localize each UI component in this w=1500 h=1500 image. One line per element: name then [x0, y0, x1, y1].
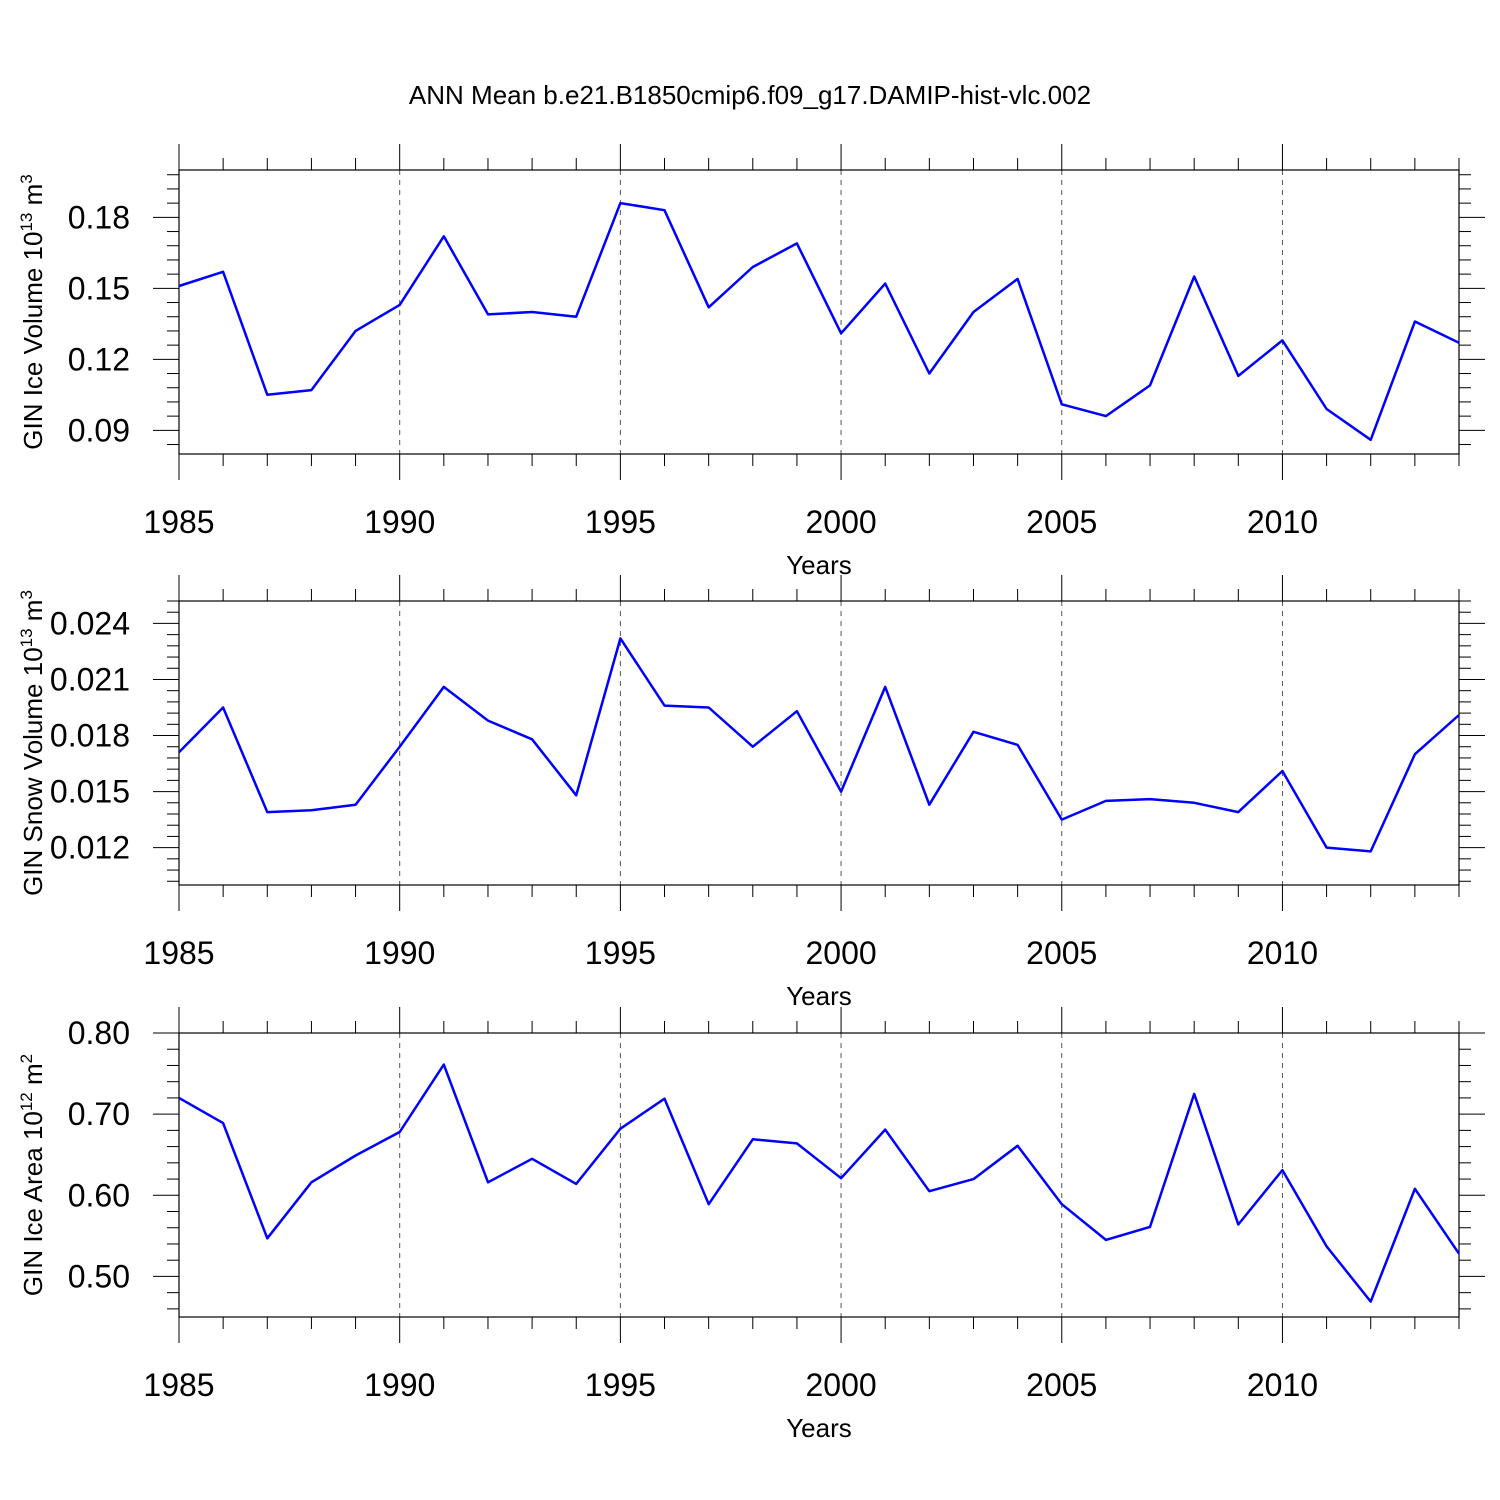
series-line — [178, 1063, 1461, 1303]
y-tick-label: 0.012 — [50, 830, 130, 866]
x-tick-label: 2000 — [805, 935, 876, 971]
y-tick-label: 0.024 — [50, 605, 130, 641]
x-tick-label: 1990 — [364, 935, 435, 971]
y-axis-label: GIN Ice Area 1012 m2 — [17, 1054, 48, 1296]
x-tick-label: 1995 — [585, 935, 656, 971]
series-line — [178, 201, 1460, 442]
panel-1: 0.09 0.12 0.15 0.18 1985 1990 1995 2000 2005 2010… — [17, 144, 1485, 580]
y-tick-label: 0.70 — [68, 1096, 130, 1132]
panel-2: 0.012 0.015 0.018 0.021 0.024 1985 1990 1995 200… — [17, 575, 1485, 1011]
x-tick-label: 1985 — [143, 504, 214, 540]
x-axis-label: Years — [786, 550, 852, 580]
x-tick-label: 2010 — [1247, 1367, 1318, 1403]
x-tick-label: 2000 — [805, 504, 876, 540]
x-tick-label: 1990 — [364, 1367, 435, 1403]
x-tick-label: 1985 — [143, 935, 214, 971]
x-tick-label: 2010 — [1247, 935, 1318, 971]
x-tick-label: 2005 — [1026, 1367, 1097, 1403]
y-tick-label: 0.80 — [68, 1015, 130, 1051]
x-tick-label: 1995 — [585, 504, 656, 540]
x-axis-label: Years — [786, 981, 852, 1011]
panel-3: 0.50 0.60 0.70 0.80 1985 1990 1995 2000 2005 2010… — [17, 1007, 1485, 1443]
x-tick-label: 1985 — [143, 1367, 214, 1403]
y-tick-label: 0.18 — [68, 199, 130, 235]
x-tick-label: 1990 — [364, 504, 435, 540]
figure-title: ANN Mean b.e21.B1850cmip6.f09_g17.DAMIP-… — [408, 80, 1092, 110]
x-tick-label: 2005 — [1026, 504, 1097, 540]
y-tick-label: 0.12 — [68, 341, 130, 377]
y-axis-label: GIN Snow Volume 1013 m3 — [17, 590, 48, 896]
x-axis-label: Years — [786, 1413, 852, 1443]
y-tick-label: 0.018 — [50, 718, 130, 754]
y-axis-label: GIN Ice Volume 1013 m3 — [17, 174, 48, 450]
y-tick-label: 0.021 — [50, 661, 130, 697]
x-tick-label: 1995 — [585, 1367, 656, 1403]
y-tick-label: 0.015 — [50, 774, 130, 810]
plot-frame — [178, 1032, 1460, 1318]
y-tick-label: 0.15 — [68, 270, 130, 306]
x-tick-label: 2010 — [1247, 504, 1318, 540]
x-tick-label: 2005 — [1026, 935, 1097, 971]
y-tick-label: 0.60 — [68, 1177, 130, 1213]
x-tick-label: 2000 — [805, 1367, 876, 1403]
plot-frame — [178, 600, 1460, 886]
y-tick-label: 0.50 — [68, 1258, 130, 1294]
plot-frame — [178, 169, 1460, 455]
y-tick-label: 0.09 — [68, 412, 130, 448]
series-line — [178, 637, 1460, 853]
